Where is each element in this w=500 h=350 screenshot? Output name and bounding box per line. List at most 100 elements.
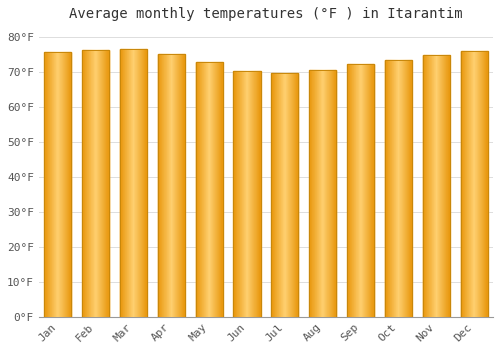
Bar [133, 49, 134, 317]
Bar [44, 52, 45, 317]
Bar [238, 71, 239, 317]
Bar [170, 54, 172, 317]
Title: Average monthly temperatures (°F ) in Itarantim: Average monthly temperatures (°F ) in It… [69, 7, 462, 21]
Bar [240, 71, 241, 317]
Bar [316, 70, 318, 317]
Bar [397, 60, 398, 317]
Bar [349, 64, 350, 317]
Bar [479, 51, 480, 317]
Bar [392, 60, 393, 317]
Bar [274, 73, 276, 317]
Bar [310, 70, 311, 317]
Bar [51, 52, 52, 317]
Bar [362, 64, 364, 317]
Bar [481, 51, 482, 317]
Bar [136, 49, 137, 317]
Bar [93, 50, 94, 317]
Bar [429, 55, 430, 317]
Bar [141, 49, 142, 317]
Bar [460, 51, 488, 317]
Bar [403, 60, 404, 317]
Bar [66, 52, 68, 317]
Bar [208, 62, 209, 317]
Bar [250, 71, 251, 317]
Bar [406, 60, 408, 317]
Bar [179, 54, 180, 317]
Bar [368, 64, 370, 317]
Bar [56, 52, 57, 317]
Bar [388, 60, 389, 317]
Bar [253, 71, 254, 317]
Bar [385, 60, 386, 317]
Bar [48, 52, 49, 317]
Bar [254, 71, 255, 317]
Bar [272, 73, 274, 317]
Bar [201, 62, 202, 317]
Bar [285, 73, 286, 317]
Bar [222, 62, 223, 317]
Bar [297, 73, 298, 317]
Bar [330, 70, 331, 317]
Bar [347, 64, 374, 317]
Bar [138, 49, 139, 317]
Bar [182, 54, 183, 317]
Bar [444, 55, 445, 317]
Bar [434, 55, 435, 317]
Bar [446, 55, 447, 317]
Bar [332, 70, 333, 317]
Bar [168, 54, 170, 317]
Bar [438, 55, 439, 317]
Bar [206, 62, 207, 317]
Bar [102, 50, 103, 317]
Bar [422, 55, 450, 317]
Bar [474, 51, 475, 317]
Bar [402, 60, 403, 317]
Bar [282, 73, 283, 317]
Bar [335, 70, 336, 317]
Bar [387, 60, 388, 317]
Bar [90, 50, 91, 317]
Bar [256, 71, 257, 317]
Bar [386, 60, 387, 317]
Bar [122, 49, 123, 317]
Bar [276, 73, 278, 317]
Bar [200, 62, 201, 317]
Bar [445, 55, 446, 317]
Bar [160, 54, 161, 317]
Bar [366, 64, 368, 317]
Bar [430, 55, 431, 317]
Bar [64, 52, 65, 317]
Bar [49, 52, 50, 317]
Bar [484, 51, 485, 317]
Bar [293, 73, 294, 317]
Bar [197, 62, 198, 317]
Bar [477, 51, 478, 317]
Bar [234, 71, 236, 317]
Bar [291, 73, 292, 317]
Bar [278, 73, 280, 317]
Bar [162, 54, 163, 317]
Bar [137, 49, 138, 317]
Bar [389, 60, 390, 317]
Bar [466, 51, 468, 317]
Bar [443, 55, 444, 317]
Bar [353, 64, 354, 317]
Bar [463, 51, 464, 317]
Bar [158, 54, 159, 317]
Bar [390, 60, 391, 317]
Bar [290, 73, 291, 317]
Bar [96, 50, 97, 317]
Bar [100, 50, 101, 317]
Bar [159, 54, 160, 317]
Bar [143, 49, 144, 317]
Bar [441, 55, 442, 317]
Bar [94, 50, 95, 317]
Bar [442, 55, 443, 317]
Bar [401, 60, 402, 317]
Bar [350, 64, 351, 317]
Bar [487, 51, 488, 317]
Bar [436, 55, 437, 317]
Bar [359, 64, 360, 317]
Bar [246, 71, 247, 317]
Bar [199, 62, 200, 317]
